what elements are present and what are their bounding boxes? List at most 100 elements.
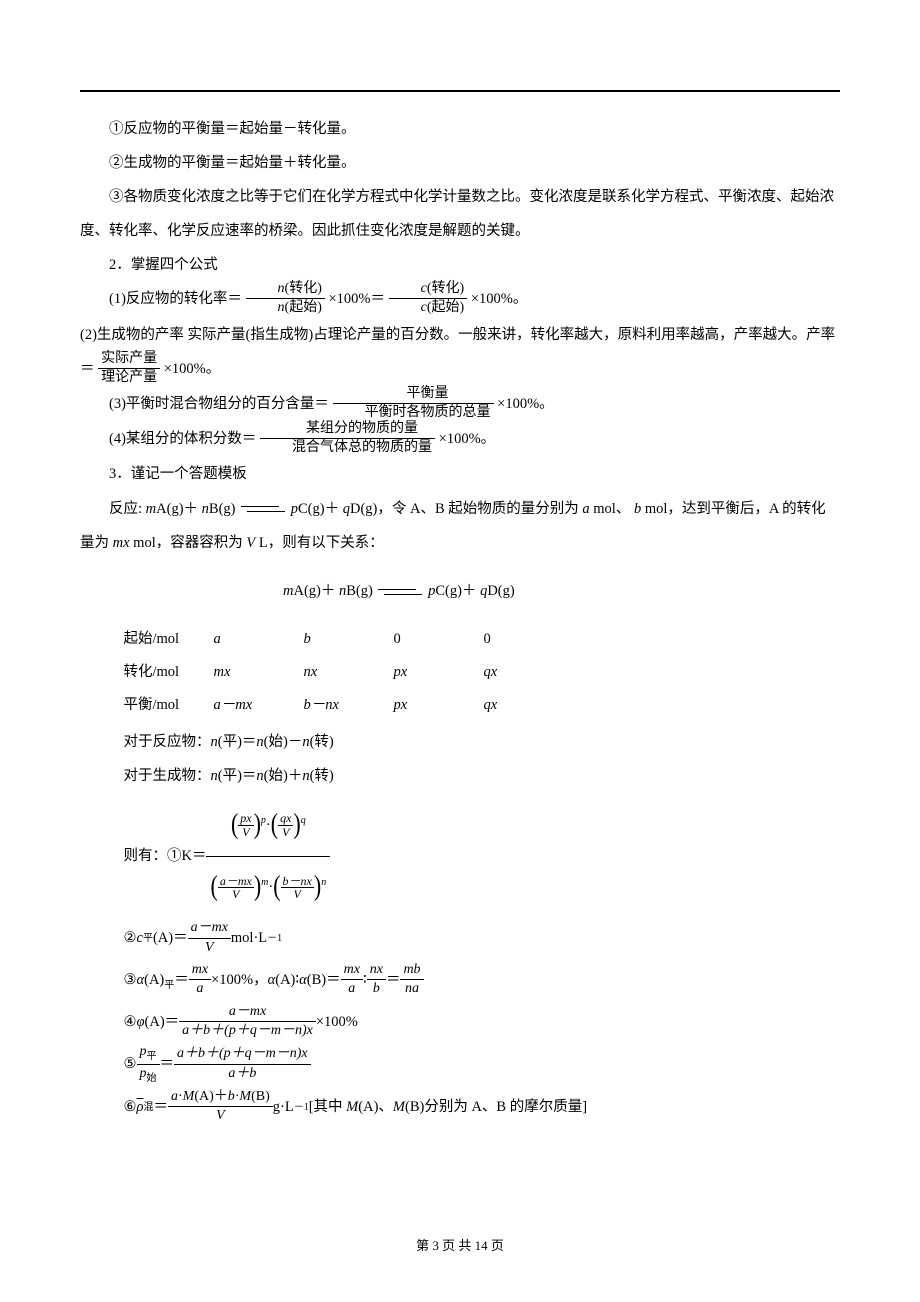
page-number-current: 3	[432, 1238, 439, 1253]
rho-sub: 混	[143, 1095, 153, 1121]
K-frac: (pxV)p·(qxV)q (a－mxV)m·(b－nxV)n	[206, 797, 330, 916]
page-number-total: 14	[475, 1238, 488, 1253]
cell: px	[394, 656, 484, 689]
rho-sym: ρ	[137, 1089, 144, 1127]
content-body: ①反应物的平衡量＝起始量－转化量。 ②生成物的平衡量＝起始量＋转化量。 ③各物质…	[80, 112, 840, 1127]
p6-eq: ＝	[153, 1089, 168, 1127]
a3-f4: mbna	[400, 962, 423, 997]
formula-3: (3)平衡时混合物组分的百分含量＝ 平衡量 平衡时各物质的总量 ×100%。	[80, 387, 840, 422]
r1h: mol，容器容积为	[130, 535, 247, 551]
a3-eq2: ＝	[386, 962, 401, 1000]
cell: 0	[484, 623, 554, 656]
unit-exp2: －1	[294, 1095, 309, 1121]
equilibrium-arrow-icon	[378, 586, 422, 598]
coef-m: m	[146, 501, 156, 517]
p4-end: ×100%	[316, 1004, 358, 1042]
formula-phi: ④φ(A)＝ a－mx a＋b＋(p＋q－m－n)x ×100%	[124, 1004, 841, 1042]
f1-pre: (1)反应物的转化率＝	[109, 291, 242, 307]
formula-rho: ⑥ ρ混 ＝ a·M(A)＋b·M(B) V g·L－1 [其中 M(A)、M(…	[124, 1089, 841, 1127]
cell: mx	[214, 656, 304, 689]
f2-frac: 实际产量 理论产量	[98, 351, 160, 386]
p6-unit: g·L	[273, 1089, 294, 1127]
table-row: 转化/mol mx nx px qx	[124, 656, 841, 689]
f3-frac: 平衡量 平衡时各物质的总量	[333, 386, 494, 421]
para-1: ①反应物的平衡量＝起始量－转化量。	[80, 112, 840, 146]
p6-pre: ⑥	[124, 1089, 137, 1127]
coef-n: n	[202, 501, 209, 517]
formula-c: ② c平 (A)＝ a－mx V mol·L－1	[124, 920, 841, 958]
r1c: B(g)	[209, 501, 239, 517]
formula-p: ⑤ p平 p始 ＝ a＋b＋(p＋q－m－n)x a＋b	[124, 1045, 841, 1085]
formula-alpha: ③α(A)平 ＝ mxa ×100%，α(A)∶α(B)＝ mxa ∶ nxb …	[124, 962, 841, 1000]
f3-pre: (3)平衡时混合物组分的百分含量＝	[109, 396, 329, 412]
footer-a: 第	[416, 1238, 432, 1253]
a3-pre: ③α(A)平	[124, 962, 175, 1000]
a3-mid: ×100%，α(A)∶α(B)＝	[211, 962, 341, 1000]
p5-left: p平 p始	[137, 1044, 160, 1084]
para-3: ③各物质变化浓度之比等于它们在化学方程式中化学计量数之比。变化浓度是联系化学方程…	[80, 180, 840, 248]
f1-end: ×100%。	[471, 291, 528, 307]
formula-2: (2)生成物的产率 实际产量(指生成物)占理论产量的百分数。一般来讲，转化率越大…	[80, 318, 840, 387]
table-row: 起始/mol a b 0 0	[124, 623, 841, 656]
p5-pre: ⑤	[124, 1046, 137, 1084]
equation-line: mA(g)＋ nB(g) pC(g)＋ qD(g)	[283, 574, 840, 608]
cell: px	[394, 689, 484, 722]
coef-p: p	[291, 501, 298, 517]
reaction-desc: 反应: mA(g)＋ nB(g) pC(g)＋ qD(g)，令 A、B 起始物质…	[80, 492, 840, 560]
cell: b	[304, 623, 394, 656]
val-a: a	[582, 501, 589, 517]
f1-frac2: c(转化) c(起始)	[389, 281, 468, 316]
f1-frac1: n(转化) n(起始)	[246, 281, 325, 316]
f3-end: ×100%。	[497, 396, 554, 412]
r1i: L，则有以下关系：	[255, 535, 383, 551]
a3-f3: nxb	[367, 962, 386, 997]
p6-frac: a·M(A)＋b·M(B) V	[168, 1089, 273, 1124]
f4-end: ×100%。	[439, 431, 496, 447]
r1e: D(g)，令 A、B 起始物质的量分别为	[350, 501, 582, 517]
row-label: 转化/mol	[124, 656, 214, 689]
ice-table: 起始/mol a b 0 0 转化/mol mx nx px qx 平衡/mol…	[124, 623, 841, 723]
p4-frac: a－mx a＋b＋(p＋q－m－n)x	[179, 1004, 316, 1039]
heading-2: 2．掌握四个公式	[80, 248, 840, 282]
f4-pre: (4)某组分的体积分数＝	[109, 431, 256, 447]
top-rule	[80, 90, 840, 92]
row-label: 起始/mol	[124, 623, 214, 656]
table-row: 平衡/mol a－mx b－nx px qx	[124, 689, 841, 722]
eq-r-text: 对于反应物：n(平)＝n(始)－n(转)	[124, 734, 334, 750]
r1a: 反应:	[109, 501, 146, 517]
cell: nx	[304, 656, 394, 689]
page-footer: 第 3 页 共 14 页	[0, 1235, 920, 1254]
heading-3: 3．谨记一个答题模板	[80, 457, 840, 491]
footer-b: 页 共	[442, 1238, 475, 1253]
coef-q: q	[343, 501, 350, 517]
formula-K: 则有：① K＝ (pxV)p·(qxV)q (a－mxV)m·(b－nxV)n	[124, 797, 841, 916]
eq-p-text: 对于生成物：n(平)＝n(始)＋n(转)	[124, 768, 334, 784]
unit-exp: －1	[267, 926, 282, 952]
formula-1: (1)反应物的转化率＝ n(转化) n(起始) ×100%＝ c(转化) c(起…	[80, 282, 840, 317]
cell: a－mx	[214, 689, 304, 722]
footer-c: 页	[491, 1238, 504, 1253]
a3-f2: mxa	[341, 962, 363, 997]
p6-bracket: [其中 M(A)、M(B)分别为 A、B 的摩尔质量]	[309, 1089, 587, 1127]
a3-f1: mxa	[189, 962, 211, 997]
f1-mid: ×100%＝	[329, 291, 386, 307]
a3-eq: ＝	[174, 962, 189, 1000]
val-mx: mx	[113, 535, 130, 551]
equilibrium-arrow-icon	[241, 503, 285, 515]
cell: 0	[394, 623, 484, 656]
c2-frac: a－mx V	[188, 920, 231, 955]
r1f: mol、	[590, 501, 631, 517]
cell: qx	[484, 689, 554, 722]
c2-unit: mol·L	[231, 920, 267, 958]
val-V: V	[246, 535, 255, 551]
f2-end: ×100%。	[164, 361, 221, 377]
r1d: C(g)＋	[298, 501, 339, 517]
para-2: ②生成物的平衡量＝起始量＋转化量。	[80, 146, 840, 180]
cell: a	[214, 623, 304, 656]
eq-reactant: 对于反应物：n(平)＝n(始)－n(转)	[124, 725, 841, 759]
cell: b－nx	[304, 689, 394, 722]
p5-eq: ＝	[160, 1046, 175, 1084]
p5-frac: a＋b＋(p＋q－m－n)x a＋b	[174, 1046, 311, 1081]
formula-block: 则有：① K＝ (pxV)p·(qxV)q (a－mxV)m·(b－nxV)n …	[124, 797, 841, 1127]
f4-frac: 某组分的物质的量 混合气体总的物质的量	[260, 421, 435, 456]
